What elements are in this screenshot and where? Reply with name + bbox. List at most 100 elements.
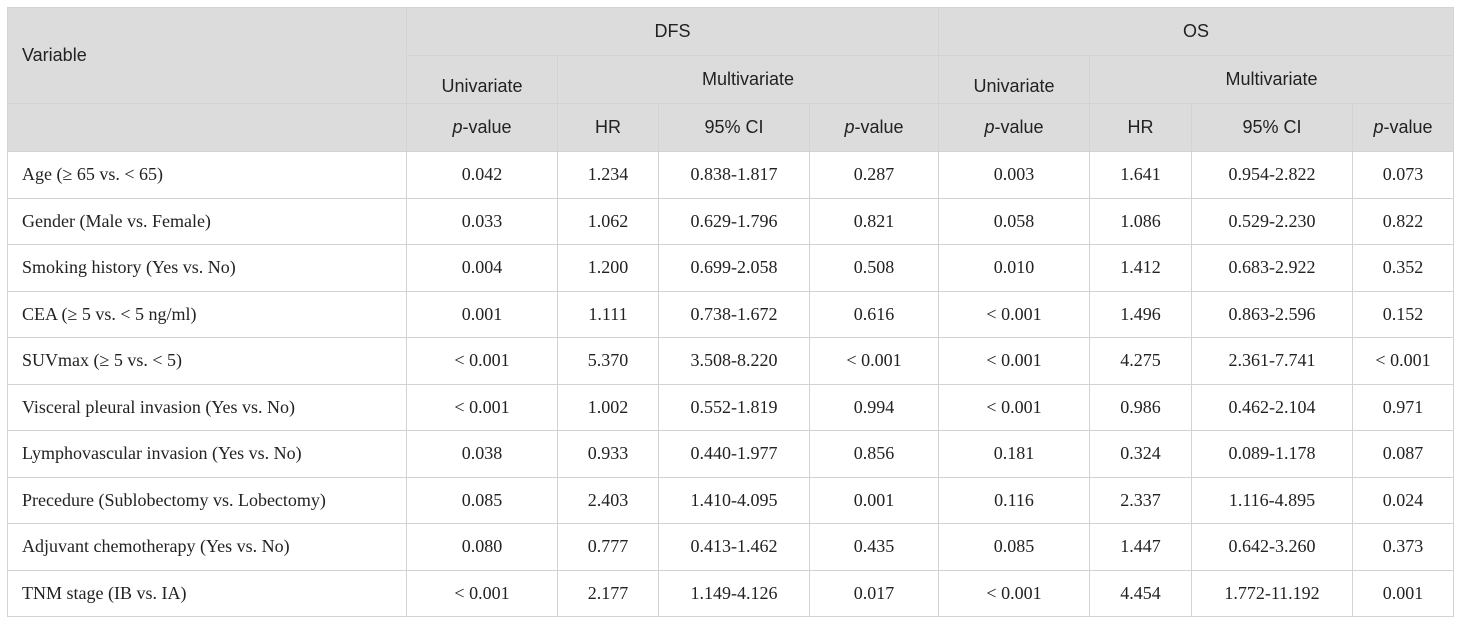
- cell-os-p: 0.152: [1351, 290, 1455, 338]
- cell-os-uni-p: 0.116: [938, 476, 1090, 524]
- cell-os-p: 0.373: [1351, 523, 1455, 571]
- table-row: SUVmax (≥ 5 vs. < 5) < 0.001 5.370 3.508…: [7, 337, 1455, 385]
- header-os: OS: [937, 7, 1455, 56]
- cell-os-uni-p: < 0.001: [938, 337, 1090, 385]
- cell-dfs-ci: 0.440-1.977: [658, 430, 810, 478]
- table-row: Adjuvant chemotherapy (Yes vs. No) 0.080…: [7, 523, 1455, 571]
- cell-dfs-p: 0.435: [809, 523, 939, 571]
- table-header: Variable DFS OS Univariate Multivariate …: [7, 7, 1455, 152]
- cell-variable: Smoking history (Yes vs. No): [7, 244, 407, 292]
- cell-dfs-uni-p: < 0.001: [406, 383, 558, 431]
- cell-os-p: 0.087: [1351, 430, 1455, 478]
- cell-dfs-ci: 1.410-4.095: [658, 476, 810, 524]
- cell-dfs-hr: 2.177: [557, 569, 659, 617]
- cell-os-p: 0.971: [1351, 383, 1455, 431]
- table-row: Lymphovascular invasion (Yes vs. No) 0.0…: [7, 430, 1455, 478]
- cell-dfs-ci: 0.738-1.672: [658, 290, 810, 338]
- cell-variable: Gender (Male vs. Female): [7, 197, 407, 245]
- cell-os-ci: 0.529-2.230: [1191, 197, 1353, 245]
- cell-os-uni-p: 0.010: [938, 244, 1090, 292]
- cell-dfs-p: 0.017: [809, 569, 939, 617]
- cell-dfs-hr: 0.933: [557, 430, 659, 478]
- cell-os-uni-p: 0.003: [938, 151, 1090, 199]
- cell-os-hr: 1.641: [1089, 151, 1192, 199]
- cell-dfs-ci: 0.413-1.462: [658, 523, 810, 571]
- cell-dfs-uni-p: 0.085: [406, 476, 558, 524]
- cell-os-uni-p: < 0.001: [938, 290, 1090, 338]
- cell-os-hr: 2.337: [1089, 476, 1192, 524]
- cell-os-uni-p: 0.085: [938, 523, 1090, 571]
- cell-dfs-ci: 1.149-4.126: [658, 569, 810, 617]
- cell-dfs-hr: 1.002: [557, 383, 659, 431]
- cell-os-uni-p: < 0.001: [938, 569, 1090, 617]
- cell-dfs-p: 0.821: [809, 197, 939, 245]
- cell-os-hr: 4.275: [1089, 337, 1192, 385]
- header-os-multi-pvalue: p-value: [1351, 103, 1455, 152]
- cell-dfs-p: 0.001: [809, 476, 939, 524]
- cell-dfs-p: 0.287: [809, 151, 939, 199]
- cell-dfs-hr: 1.062: [557, 197, 659, 245]
- header-dfs-ci: 95% CI: [658, 103, 810, 152]
- cell-dfs-ci: 0.552-1.819: [658, 383, 810, 431]
- table-body: Age (≥ 65 vs. < 65) 0.042 1.234 0.838-1.…: [7, 151, 1455, 617]
- header-dfs-hr: HR: [557, 103, 659, 152]
- cell-os-hr: 1.086: [1089, 197, 1192, 245]
- cell-os-p: < 0.001: [1351, 337, 1455, 385]
- cell-os-hr: 1.447: [1089, 523, 1192, 571]
- cell-os-ci: 1.772-11.192: [1191, 569, 1353, 617]
- cell-os-ci: 0.954-2.822: [1191, 151, 1353, 199]
- table-row: CEA (≥ 5 vs. < 5 ng/ml) 0.001 1.111 0.73…: [7, 290, 1455, 338]
- cell-variable: TNM stage (IB vs. IA): [7, 569, 407, 617]
- cell-os-hr: 1.496: [1089, 290, 1192, 338]
- header-variable: Variable: [7, 7, 407, 104]
- table-row: Precedure (Sublobectomy vs. Lobectomy) 0…: [7, 476, 1455, 524]
- table-row: Smoking history (Yes vs. No) 0.004 1.200…: [7, 244, 1455, 292]
- cell-os-ci: 0.683-2.922: [1191, 244, 1353, 292]
- cell-dfs-uni-p: 0.033: [406, 197, 558, 245]
- cell-os-ci: 0.863-2.596: [1191, 290, 1353, 338]
- header-os-ci: 95% CI: [1191, 103, 1353, 152]
- cell-os-p: 0.024: [1351, 476, 1455, 524]
- header-dfs: DFS: [406, 7, 939, 56]
- cell-os-p: 0.001: [1351, 569, 1455, 617]
- table-row: TNM stage (IB vs. IA) < 0.001 2.177 1.14…: [7, 569, 1455, 617]
- cell-dfs-p: < 0.001: [809, 337, 939, 385]
- cell-os-ci: 0.462-2.104: [1191, 383, 1353, 431]
- cell-dfs-p: 0.856: [809, 430, 939, 478]
- cell-variable: Visceral pleural invasion (Yes vs. No): [7, 383, 407, 431]
- header-os-multivariate: Multivariate: [1088, 55, 1455, 104]
- cell-dfs-hr: 1.111: [557, 290, 659, 338]
- cell-dfs-hr: 2.403: [557, 476, 659, 524]
- cell-variable: Adjuvant chemotherapy (Yes vs. No): [7, 523, 407, 571]
- header-os-hr: HR: [1089, 103, 1192, 152]
- cell-os-uni-p: 0.058: [938, 197, 1090, 245]
- cell-dfs-uni-p: 0.038: [406, 430, 558, 478]
- cell-variable: SUVmax (≥ 5 vs. < 5): [7, 337, 407, 385]
- cell-os-hr: 0.986: [1089, 383, 1192, 431]
- table-row: Age (≥ 65 vs. < 65) 0.042 1.234 0.838-1.…: [7, 151, 1455, 199]
- cell-os-hr: 4.454: [1089, 569, 1192, 617]
- cell-variable: CEA (≥ 5 vs. < 5 ng/ml): [7, 290, 407, 338]
- cell-dfs-uni-p: 0.001: [406, 290, 558, 338]
- cell-dfs-ci: 0.629-1.796: [658, 197, 810, 245]
- cell-os-ci: 2.361-7.741: [1191, 337, 1353, 385]
- cell-os-ci: 0.642-3.260: [1191, 523, 1353, 571]
- cell-dfs-uni-p: 0.042: [406, 151, 558, 199]
- cell-dfs-hr: 0.777: [557, 523, 659, 571]
- cell-os-p: 0.822: [1351, 197, 1455, 245]
- results-table: Variable DFS OS Univariate Multivariate …: [7, 7, 1455, 617]
- header-os-uni-pvalue: p-value: [938, 103, 1090, 152]
- cell-dfs-p: 0.616: [809, 290, 939, 338]
- cell-dfs-hr: 1.200: [557, 244, 659, 292]
- cell-dfs-uni-p: < 0.001: [406, 569, 558, 617]
- cell-os-p: 0.352: [1351, 244, 1455, 292]
- cell-dfs-uni-p: 0.080: [406, 523, 558, 571]
- cell-dfs-hr: 5.370: [557, 337, 659, 385]
- cell-os-uni-p: 0.181: [938, 430, 1090, 478]
- cell-variable: Age (≥ 65 vs. < 65): [7, 151, 407, 199]
- table-row: Visceral pleural invasion (Yes vs. No) <…: [7, 383, 1455, 431]
- table-row: Gender (Male vs. Female) 0.033 1.062 0.6…: [7, 197, 1455, 245]
- cell-dfs-p: 0.508: [809, 244, 939, 292]
- cell-dfs-ci: 0.699-2.058: [658, 244, 810, 292]
- header-dfs-uni-pvalue: p-value: [406, 103, 558, 152]
